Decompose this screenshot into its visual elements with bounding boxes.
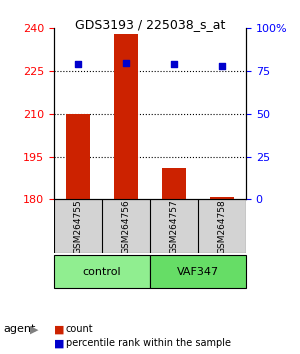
FancyBboxPatch shape [150,255,246,289]
Text: GSM264758: GSM264758 [218,199,226,253]
Text: count: count [66,324,94,334]
Point [76,61,80,67]
Bar [162,168,186,199]
Text: GSM264756: GSM264756 [122,199,130,253]
Text: ▶: ▶ [30,324,38,334]
Point [124,60,128,65]
Point [172,61,176,67]
FancyBboxPatch shape [54,255,150,289]
Text: control: control [83,267,121,276]
Text: GDS3193 / 225038_s_at: GDS3193 / 225038_s_at [75,18,225,31]
Bar [66,114,90,199]
Point [220,63,224,69]
Text: ■: ■ [54,338,64,348]
Bar [210,196,234,199]
Text: GSM264757: GSM264757 [169,199,178,253]
Text: agent: agent [3,324,35,334]
Text: ■: ■ [54,324,64,334]
Text: percentile rank within the sample: percentile rank within the sample [66,338,231,348]
Text: VAF347: VAF347 [177,267,219,276]
Bar [114,34,138,199]
Text: GSM264755: GSM264755 [74,199,82,253]
